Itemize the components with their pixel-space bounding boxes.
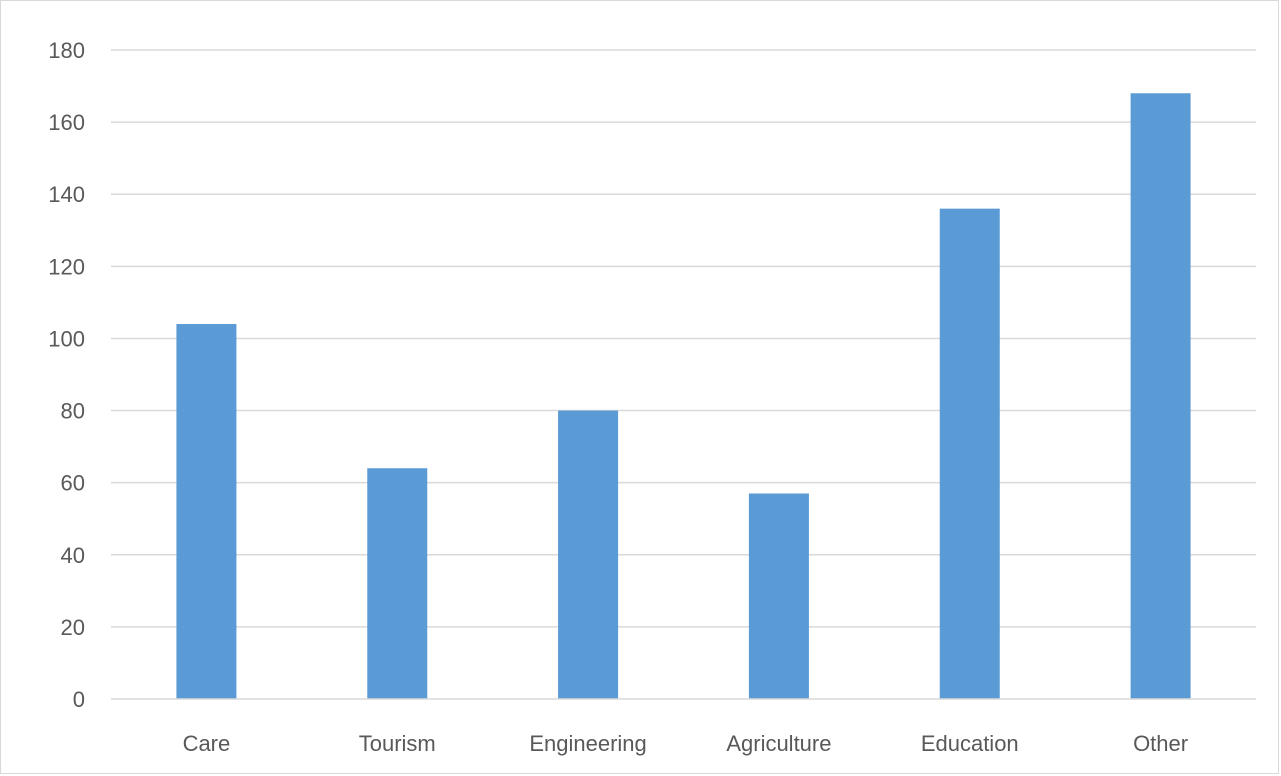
x-tick-label-education: Education xyxy=(921,731,1019,756)
y-tick-label: 180 xyxy=(48,38,85,63)
bar-care xyxy=(176,324,237,699)
bar-education xyxy=(939,208,1000,699)
x-tick-label-tourism: Tourism xyxy=(359,731,436,756)
y-tick-label: 40 xyxy=(61,543,85,568)
y-tick-label: 140 xyxy=(48,182,85,207)
x-tick-label-engineering: Engineering xyxy=(529,731,646,756)
y-tick-label: 160 xyxy=(48,110,85,135)
bar-tourism xyxy=(367,468,428,699)
y-tick-label: 100 xyxy=(48,326,85,351)
y-tick-label: 20 xyxy=(61,615,85,640)
y-tick-label: 80 xyxy=(61,399,85,424)
y-tick-label: 60 xyxy=(61,471,85,496)
bar-agriculture xyxy=(748,493,809,699)
y-tick-label: 0 xyxy=(73,687,85,712)
y-axis-tick-labels: 0 20 40 60 80 100 120 140 160 180 xyxy=(48,38,85,712)
gridlines xyxy=(111,49,1256,628)
y-tick-label: 120 xyxy=(48,254,85,279)
x-tick-label-care: Care xyxy=(183,731,231,756)
x-tick-label-agriculture: Agriculture xyxy=(726,731,831,756)
bar-other xyxy=(1130,93,1191,700)
x-tick-label-other: Other xyxy=(1133,731,1188,756)
bar-engineering xyxy=(558,410,619,699)
bars xyxy=(176,93,1191,700)
x-axis-tick-labels: Care Tourism Engineering Agriculture Educati… xyxy=(183,731,1189,756)
